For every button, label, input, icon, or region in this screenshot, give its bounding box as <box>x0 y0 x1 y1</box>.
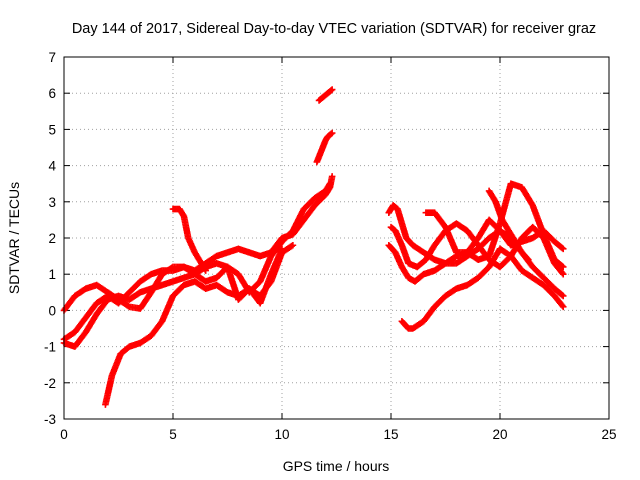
data-point <box>327 130 335 138</box>
data-point <box>558 244 566 252</box>
series-track-12 <box>422 209 567 256</box>
y-tick-label: 2 <box>48 231 56 246</box>
series-track-5 <box>169 205 209 274</box>
x-tick-label: 10 <box>274 427 289 442</box>
y-tick-label: 0 <box>48 303 56 318</box>
plot-frame <box>63 56 610 420</box>
series-track-13 <box>485 187 532 264</box>
data-point <box>558 302 566 309</box>
data-point <box>559 303 567 311</box>
series-track-4 <box>102 245 286 408</box>
data-point <box>558 262 566 270</box>
series-track-2 <box>60 180 334 350</box>
y-tick-label: 5 <box>48 122 56 137</box>
x-tick-label: 0 <box>60 427 68 442</box>
data-point <box>559 245 567 253</box>
y-tick-label: 4 <box>48 159 56 174</box>
data-point <box>328 129 336 137</box>
data-point <box>559 263 567 271</box>
y-axis-label: SDTVAR / TECUs <box>6 182 22 294</box>
data-point <box>525 256 532 264</box>
x-axis-label: GPS time / hours <box>283 458 390 474</box>
data-point <box>326 180 334 187</box>
series-track-1 <box>60 173 336 314</box>
data-point <box>288 242 295 250</box>
axis-ticks: 0 5 10 15 20 25 -3 -2 -1 0 1 2 3 4 5 6 7 <box>44 50 617 442</box>
data-point <box>328 86 336 93</box>
x-tick-label: 20 <box>492 427 507 442</box>
data-point <box>558 269 566 277</box>
x-tick-label: 15 <box>383 427 398 442</box>
series-track-6 <box>313 129 336 166</box>
data-point <box>289 241 297 249</box>
y-tick-label: -3 <box>44 412 56 427</box>
y-tick-label: 7 <box>48 50 56 65</box>
data-point <box>328 173 336 180</box>
data-point <box>278 245 286 253</box>
y-tick-label: -2 <box>44 376 56 391</box>
series-track-7 <box>315 86 336 104</box>
y-tick-label: -1 <box>44 340 56 355</box>
y-tick-label: 6 <box>48 86 56 101</box>
data-markers <box>60 86 567 408</box>
data-point <box>524 255 531 262</box>
series-track-11 <box>398 245 567 332</box>
data-point <box>202 267 209 274</box>
data-point <box>559 270 567 278</box>
data-point <box>558 291 566 299</box>
chart-title: Day 144 of 2017, Sidereal Day-to-day VTE… <box>72 21 596 37</box>
y-tick-label: 3 <box>48 195 56 210</box>
data-point <box>559 292 567 300</box>
x-tick-label: 5 <box>169 427 177 442</box>
data-point <box>327 87 335 94</box>
y-tick-label: 1 <box>48 267 56 282</box>
x-tick-label: 25 <box>601 427 616 442</box>
